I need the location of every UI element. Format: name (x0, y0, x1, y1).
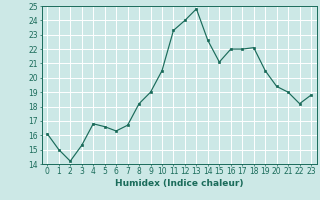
X-axis label: Humidex (Indice chaleur): Humidex (Indice chaleur) (115, 179, 244, 188)
